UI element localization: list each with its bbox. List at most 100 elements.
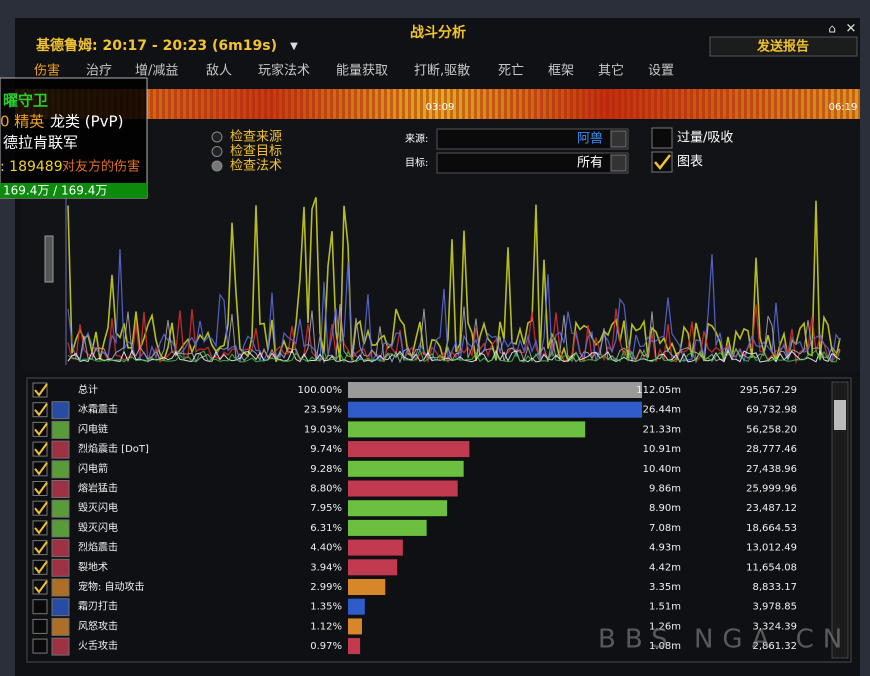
spell-icon <box>51 440 70 459</box>
checkmark <box>34 462 48 476</box>
spell-amount: 21.33m <box>643 424 681 435</box>
percent-bar <box>348 421 586 438</box>
radio-button[interactable] <box>211 131 223 143</box>
percent-bar <box>348 441 470 458</box>
spell-amount: 26.44m <box>643 405 681 416</box>
row-checkbox[interactable] <box>32 481 48 496</box>
target-faction: 德拉肯联军 <box>3 134 78 152</box>
radio-button[interactable] <box>211 160 223 172</box>
row-checkbox[interactable] <box>32 559 48 575</box>
row-checkbox[interactable] <box>32 500 48 516</box>
percent-bar <box>348 638 361 655</box>
tab[interactable]: 打断,驱散 <box>414 64 470 79</box>
spell-dps: 69,732.98 <box>746 405 797 416</box>
spell-icon <box>51 578 70 597</box>
row-checkbox[interactable] <box>32 618 48 634</box>
source-dropdown[interactable] <box>436 128 629 150</box>
scrollbar[interactable] <box>831 381 849 659</box>
target-label: 目标: <box>405 157 428 169</box>
tab[interactable]: 增/减益 <box>135 64 178 79</box>
spell-amount: 112.05m <box>636 385 681 396</box>
spell-dps: 3,978.85 <box>752 602 797 613</box>
spell-amount: 1.26m <box>649 621 681 632</box>
percent-bar <box>348 598 365 615</box>
tab[interactable]: 治疗 <box>86 64 112 79</box>
spell-amount: 10.91m <box>643 444 681 455</box>
tab[interactable]: 死亡 <box>498 64 524 79</box>
radio-label[interactable]: 检查来源 <box>230 130 282 145</box>
encounter-label: 基德鲁姆: 20:17 - 20:23 (6m19s) <box>36 37 277 54</box>
tab[interactable]: 设置 <box>648 64 674 79</box>
row-checkbox[interactable] <box>32 461 48 477</box>
row-checkbox[interactable] <box>32 638 48 654</box>
encounter-dropdown[interactable]: ▼ <box>290 41 298 52</box>
tab[interactable]: 玩家法术 <box>258 63 310 79</box>
spell-name: 毁灭闪电 <box>78 521 118 534</box>
radio-label[interactable]: 检查目标 <box>230 144 282 159</box>
target-dropdown-button[interactable] <box>610 154 627 172</box>
percent-bar <box>348 559 398 576</box>
spell-percent: 100.00% <box>298 385 343 396</box>
spell-percent: 9.74% <box>310 444 342 455</box>
row-checkbox[interactable] <box>32 599 48 615</box>
scrollbar-thumb[interactable] <box>834 400 846 430</box>
spell-dps: 13,012.49 <box>746 543 797 554</box>
row-checkbox[interactable] <box>32 520 48 536</box>
target-damage-label: 对友方的伤害 <box>62 159 140 175</box>
percent-bar <box>348 382 642 398</box>
checkmark <box>34 560 48 574</box>
checkbox-label[interactable]: 过量/吸收 <box>677 131 733 146</box>
radio-label[interactable]: 检查法术 <box>230 159 282 174</box>
row-checkbox[interactable] <box>32 402 48 418</box>
spell-name: 毁灭闪电 <box>78 501 118 514</box>
spell-dps: 11,654.08 <box>746 562 797 573</box>
spell-name: 总计 <box>78 383 98 396</box>
source-dropdown-button[interactable] <box>610 130 627 148</box>
spell-percent: 19.03% <box>304 424 342 435</box>
spell-percent: 7.95% <box>310 503 342 514</box>
tab[interactable]: 敌人 <box>206 64 232 79</box>
timeline-label: 06:19 <box>829 102 858 113</box>
spell-name: 闪电链 <box>78 422 108 435</box>
spell-name: 闪电箭 <box>78 462 108 475</box>
home-icon[interactable]: ⌂ <box>828 22 836 36</box>
tab[interactable]: 框架 <box>548 64 574 79</box>
checkbox[interactable] <box>651 127 673 149</box>
tab[interactable]: 其它 <box>598 63 624 79</box>
target-dropdown[interactable] <box>436 152 629 174</box>
row-checkbox[interactable] <box>32 382 48 398</box>
spell-icon <box>51 519 70 538</box>
percent-bar <box>348 519 427 536</box>
tab[interactable]: 能量获取 <box>336 64 388 79</box>
spell-table <box>26 377 852 663</box>
spell-percent: 23.59% <box>304 405 342 416</box>
graph-slider[interactable] <box>44 235 54 283</box>
checkmark <box>654 154 671 170</box>
row-checkbox[interactable] <box>32 540 48 556</box>
spell-icon <box>51 558 70 577</box>
radio-button[interactable] <box>211 146 223 157</box>
graph-line <box>67 349 841 363</box>
report-button[interactable] <box>709 36 858 57</box>
row-checkbox[interactable] <box>32 421 48 437</box>
checkbox-label[interactable]: 图表 <box>677 155 703 170</box>
row-checkbox[interactable] <box>32 441 48 457</box>
spell-name: 宠物: 自动攻击 <box>78 580 145 593</box>
report-button-label[interactable]: 发送报告 <box>756 39 809 55</box>
spell-name: 风怒攻击 <box>78 619 118 632</box>
source-value: 阿兽 <box>577 132 603 147</box>
spell-name: 烈焰震击 [DoT] <box>78 442 149 455</box>
spell-amount: 3.35m <box>649 582 681 593</box>
spell-amount: 1.08m <box>649 641 681 652</box>
spell-icon <box>51 460 70 479</box>
checkmark <box>34 403 48 417</box>
spell-percent: 1.35% <box>310 602 342 613</box>
close-icon[interactable]: ✕ <box>846 22 857 37</box>
row-checkbox[interactable] <box>32 579 48 595</box>
percent-bar <box>348 500 448 517</box>
tab[interactable]: 伤害 <box>34 63 60 79</box>
target-level: 0 精英 <box>0 113 44 131</box>
spell-dps: 56,258.20 <box>746 424 797 435</box>
spell-icon <box>51 598 70 617</box>
spell-amount: 1.51m <box>649 602 681 613</box>
